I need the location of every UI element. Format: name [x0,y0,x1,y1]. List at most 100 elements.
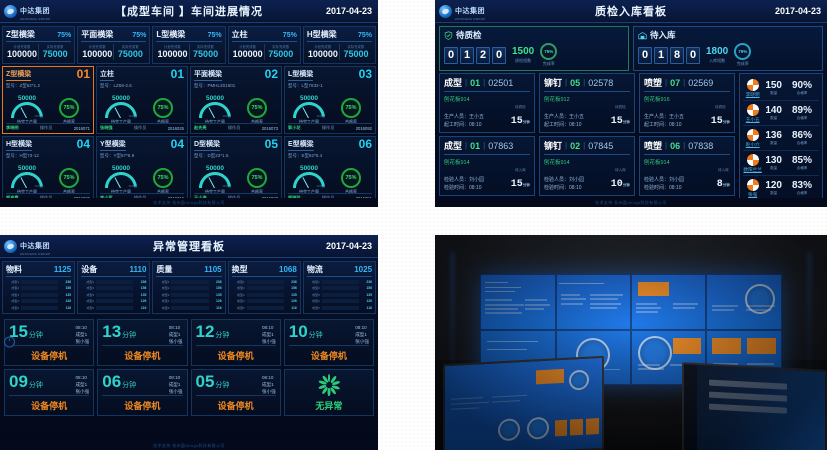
operator-role-label: 操作员 [39,125,53,130]
job-card[interactable]: 喷塑 | 06 | 07838 刨花板914 检验人员：刘小园 检验时间：08:… [639,136,735,196]
output-gauge: 50000 0 100000 待完工产量 [292,165,326,195]
job-card[interactable]: 铆钉 | 02 | 07845 刨花板914 检验人员：刘小园 检验时间：08:… [539,136,635,196]
production-card[interactable]: 平面横梁 02 型号：PMHL201501 50000 0 100000 待完工产… [190,66,282,134]
alert-person: 张小强 [168,338,183,344]
alert-card[interactable]: ‹ 15 分钟 08:10 成型1 张小强 设备停机 [4,318,95,366]
bar-value: 236 [140,279,147,284]
summary-cell: 平面横梁 75% 计划完成数 100000 实际完成数 75000 [77,26,151,64]
job-part-name: 刨花板914 [644,160,670,166]
alert-card-normal[interactable]: 无异常 [283,368,374,416]
brand-name-en: ZHONGDA GROUP [455,17,486,21]
production-card-number: 01 [170,67,184,81]
output-gauge-value: 50000 [299,165,319,172]
prev-arrow-icon[interactable]: ‹ [4,336,15,348]
alert-type: 设备停机 [9,344,90,362]
bar-row: 成型4 126 [6,299,71,303]
bar-value: 135 [215,292,222,297]
ranking-qty-value: 136 [765,129,782,141]
panel1-summary-row: Z型横梁 75% 计划完成数 100000 实际完成数 75000 平面横梁 75%… [0,23,378,66]
bar-value: 156 [215,286,222,290]
kpi-stat-label: 质检短数 [515,58,532,63]
pass-rate-value: 75% [345,175,357,181]
ranking-operator-name: 李晓明 [745,91,760,97]
production-card[interactable]: Z型横梁 01 型号：Z型62*1.2 50000 0 100000 待完工产量 … [2,66,94,134]
alert-card[interactable]: 12 分钟 08:10 成型1 张小强 设备停机 [190,318,281,366]
brand-logo-icon [439,4,452,18]
pie-chart-icon [746,178,759,191]
panel1-title: 【成型车间 】车间进展情况 [114,6,264,18]
output-gauge-label: 待完工产量 [205,119,225,124]
job-card[interactable]: 喷塑 | 07 | 02569 刨花板916 生产人员：王小五 起工时间：08:… [639,73,735,133]
bar-category-label: 成型5 [11,305,19,310]
panel2-body: 成型 | 01 | 02501 刨花板914 生产人员：王小五 起工时间：08:… [435,73,827,203]
bar-category-label: 成型4 [236,299,245,303]
job-separator: | [665,141,668,150]
job-separator: | [465,141,468,150]
alert-card[interactable]: 05 分钟 08:10 成型1 张小强 设备停机 [190,368,281,416]
panel1-topbar: 中达集团 ZHONGDA GROUP 【成型车间 】车间进展情况 2017-04… [0,0,378,23]
job-card[interactable]: 成型 | 01 | 02501 刨花板914 生产人员：王小五 起工时间：08:… [439,73,535,133]
bar-track [171,292,209,297]
pass-rate-ring-icon: 75% [59,168,79,188]
production-card-name: Z型横梁 [6,69,32,81]
abnormality-alert-grid: ‹ 15 分钟 08:10 成型1 张小强 设备停机 13 分钟 08:10 成型1… [0,316,378,416]
pass-rate-gauge: . 75% 合格率 [146,161,180,195]
gauge-needle-icon [302,107,310,118]
job-line-number: 07 [670,77,681,88]
category-name: 物流 [306,265,323,274]
job-person-line: 检验人员：刘小园 [444,177,485,183]
bar-track [246,305,284,310]
job-separator: | [483,78,486,87]
job-separator: | [683,78,686,87]
ranking-row[interactable]: 李晓明 150 数量 90% 合格率 [743,76,819,100]
job-timer-value: 8分钟 [716,179,730,190]
alert-minutes: 05 [195,371,215,391]
bar-category-label: 成型2 [312,286,320,290]
bar-track [171,305,209,310]
production-card[interactable]: D型横梁 05 型号：D型23*1.5 50000 0 100000 待完工产量 … [190,136,282,204]
ranking-row[interactable]: 王小五 140 数量 89% 合格率 [743,100,819,125]
ranking-qty-label: 数量 [770,165,778,170]
production-card[interactable]: L型横梁 03 型号：L型7832-1 50000 0 100000 待完工产量 … [284,66,376,134]
job-timer-unit: 分钟 [522,184,530,188]
abnormality-category[interactable]: 物流 1025 成型1 236 成型2 156 成型3 135 成型4 [302,261,377,314]
operator-name: 郑晓玲 [288,195,301,201]
job-timer-unit: 分钟 [722,121,730,125]
alert-card[interactable]: 13 分钟 08:10 成型1 张小强 设备停机 [97,318,188,366]
ranking-row[interactable]: 赵小六 136 数量 86% 合格率 [743,125,819,150]
warehouse-icon [638,31,647,39]
summary-plan-value: 100000 [157,49,188,59]
job-part-name: 刨花板914 [444,97,470,103]
alert-card[interactable]: 09 分钟 08:10 成型1 张小强 设备停机 [4,368,95,416]
panel2-topbar: 中达集团 ZHONGDA GROUP 质检入库看板 2017-04-23 [435,0,827,23]
job-separator: | [683,141,686,150]
abnormality-category[interactable]: 质量 1105 成型1 236 成型2 156 成型3 135 成型4 [152,261,226,314]
job-card[interactable]: 成型 | 01 | 07863 刨花板914 检验人员：刘小园 检验时间：08:… [439,136,535,196]
output-gauge-value: 50000 [299,95,319,102]
bar-row: 成型5 116 [307,305,372,310]
ranking-row[interactable]: 欧阳兰兰 130 数量 85% 合格率 [743,150,819,175]
alert-card[interactable]: 10 分钟 08:10 成型1 张小强 设备停机 [283,318,374,366]
operator-role-label: 操作员 [228,195,241,201]
alert-card[interactable]: 06 分钟 08:10 成型1 张小强 设备停机 [97,368,188,416]
abnormality-category[interactable]: 设备 1110 成型1 236 成型2 156 成型3 135 成型4 [77,261,151,314]
category-name: 物料 [6,265,22,274]
ranking-rate-value: 83% [791,179,812,191]
production-card-model: 型号：E型82*5.4 [288,153,323,158]
ranking-row[interactable]: 张强 120 数量 83% 合格率 [743,175,819,200]
abnormality-category[interactable]: 换型 1068 成型1 236 成型2 156 成型3 135 成型4 [227,261,301,314]
production-card[interactable]: Y型横梁 04 型号：Y型67*5.9 50000 0 100000 待完工产量 … [96,136,188,204]
pie-chart-icon [746,103,759,116]
digit: 0 [444,46,458,64]
production-card[interactable]: E型横梁 06 型号：E型82*5.4 50000 0 100000 待完工产量 … [284,136,376,204]
ranking-rate-label: 合格率 [796,115,808,120]
no-abnormality-icon [317,373,341,396]
abnormality-category[interactable]: 物料 1125 成型1 236 成型2 156 成型3 135 成型4 [2,261,76,314]
brand-logo: 中达集团 ZHONGDA GROUP [0,236,51,256]
job-card[interactable]: 铆钉 | 05 | 02578 刨花板912 生产人员：王小五 起工时间：08:… [539,73,635,133]
bar-row: 成型2 156 [81,286,146,290]
job-process-name: 铆钉 [544,78,563,88]
alert-minutes-unit: 分钟 [215,381,230,389]
